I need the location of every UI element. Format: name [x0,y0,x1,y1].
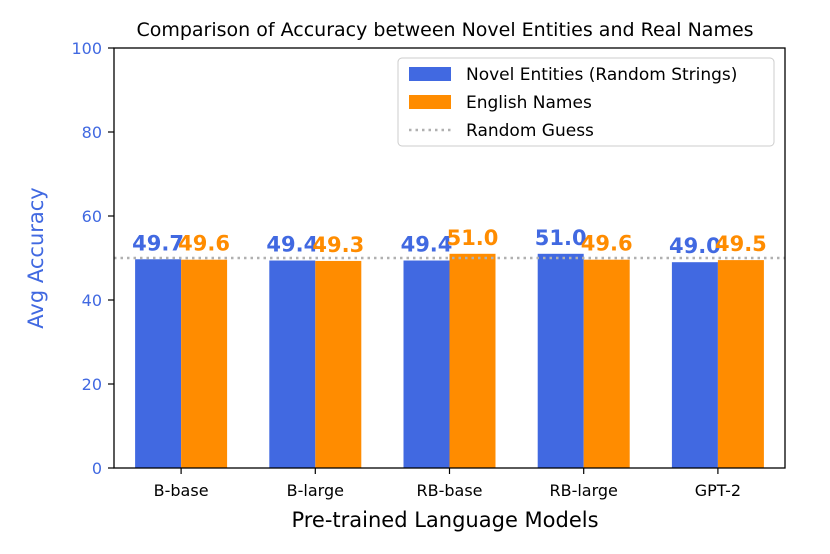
bar [135,259,182,468]
bar [671,262,718,468]
bar [315,260,362,468]
bar [717,260,764,468]
data-label: 49.4 [266,233,318,257]
bar [583,259,630,468]
x-tick-label: RB-base [416,481,482,500]
x-tick-label: B-base [154,481,209,500]
bar [403,260,450,468]
y-tick-label: 60 [82,207,102,226]
x-axis-label: Pre-trained Language Models [291,508,598,532]
y-tick-label: 40 [82,291,102,310]
legend-box [397,57,775,147]
legend-label: Random Guess [466,121,594,141]
bar [537,253,584,468]
data-label: 49.3 [312,233,364,257]
legend: Novel Entities (Random Strings) English N… [397,57,775,147]
legend-swatch [409,95,451,109]
x-tick-label: B-large [287,481,344,500]
y-tick-label: 80 [82,123,102,142]
data-label: 51.0 [535,226,587,250]
data-label: 49.6 [178,232,230,256]
y-tick-label: 100 [71,39,102,58]
legend-label: English Names [466,93,592,113]
bar [449,253,496,468]
legend-swatch [409,67,451,81]
data-label: 49.5 [715,232,767,256]
y-tick-label: 20 [82,375,102,394]
legend-label: Novel Entities (Random Strings) [466,65,737,85]
data-label: 49.6 [581,232,633,256]
data-label: 49.4 [401,233,453,257]
data-label: 49.0 [669,234,721,258]
chart-title: Comparison of Accuracy between Novel Ent… [136,19,753,41]
data-label: 51.0 [447,226,499,250]
y-axis-label: Avg Accuracy [24,187,48,328]
x-tick-label: RB-large [549,481,617,500]
bar [181,259,228,468]
plot-frame [113,47,786,469]
bar [269,260,316,468]
y-tick-label: 0 [92,459,102,478]
plot-area: 49.749.6B-base49.449.3B-large49.451.0RB-… [71,39,786,500]
data-label: 49.7 [132,231,184,255]
x-tick-label: GPT-2 [695,481,741,500]
